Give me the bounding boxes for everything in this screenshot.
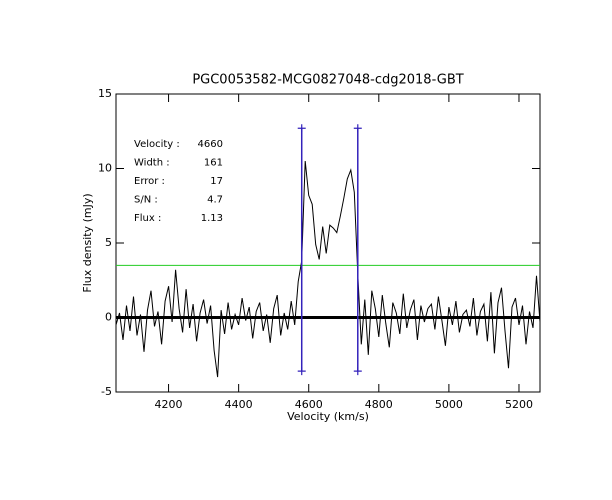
marker-end [297,124,306,133]
info-label: Velocity : [134,139,180,150]
y-tick-label: 5 [105,236,112,249]
y-tick-label: -5 [101,385,112,398]
info-value: 4.7 [207,195,223,206]
spectrum-line [115,160,541,378]
x-tick-label: 4400 [225,398,253,411]
y-tick-label: 10 [98,162,112,175]
x-axis-label: Velocity (km/s) [287,410,369,423]
info-value: 17 [210,176,223,187]
chart-title: PGC0053582-MCG0827048-cdg2018-GBT [192,73,463,88]
info-value: 1.13 [201,213,223,224]
y-tick-label: 0 [105,311,112,324]
info-label: Flux : [134,213,161,224]
x-tick-label: 4200 [155,398,183,411]
marker-end [353,367,362,376]
x-tick-label: 4600 [295,398,323,411]
y-tick-label: 15 [98,87,112,100]
x-tick-label: 5200 [505,398,533,411]
marker-end [297,367,306,376]
info-value: 161 [204,158,223,169]
info-label: Error : [134,176,165,187]
y-axis-label: Flux density (mJy) [81,193,94,292]
marker-end [353,124,362,133]
info-label: S/N : [134,195,158,206]
info-label: Width : [134,158,170,169]
x-tick-label: 5000 [435,398,463,411]
info-value: 4660 [198,139,223,150]
x-tick-label: 4800 [365,398,393,411]
